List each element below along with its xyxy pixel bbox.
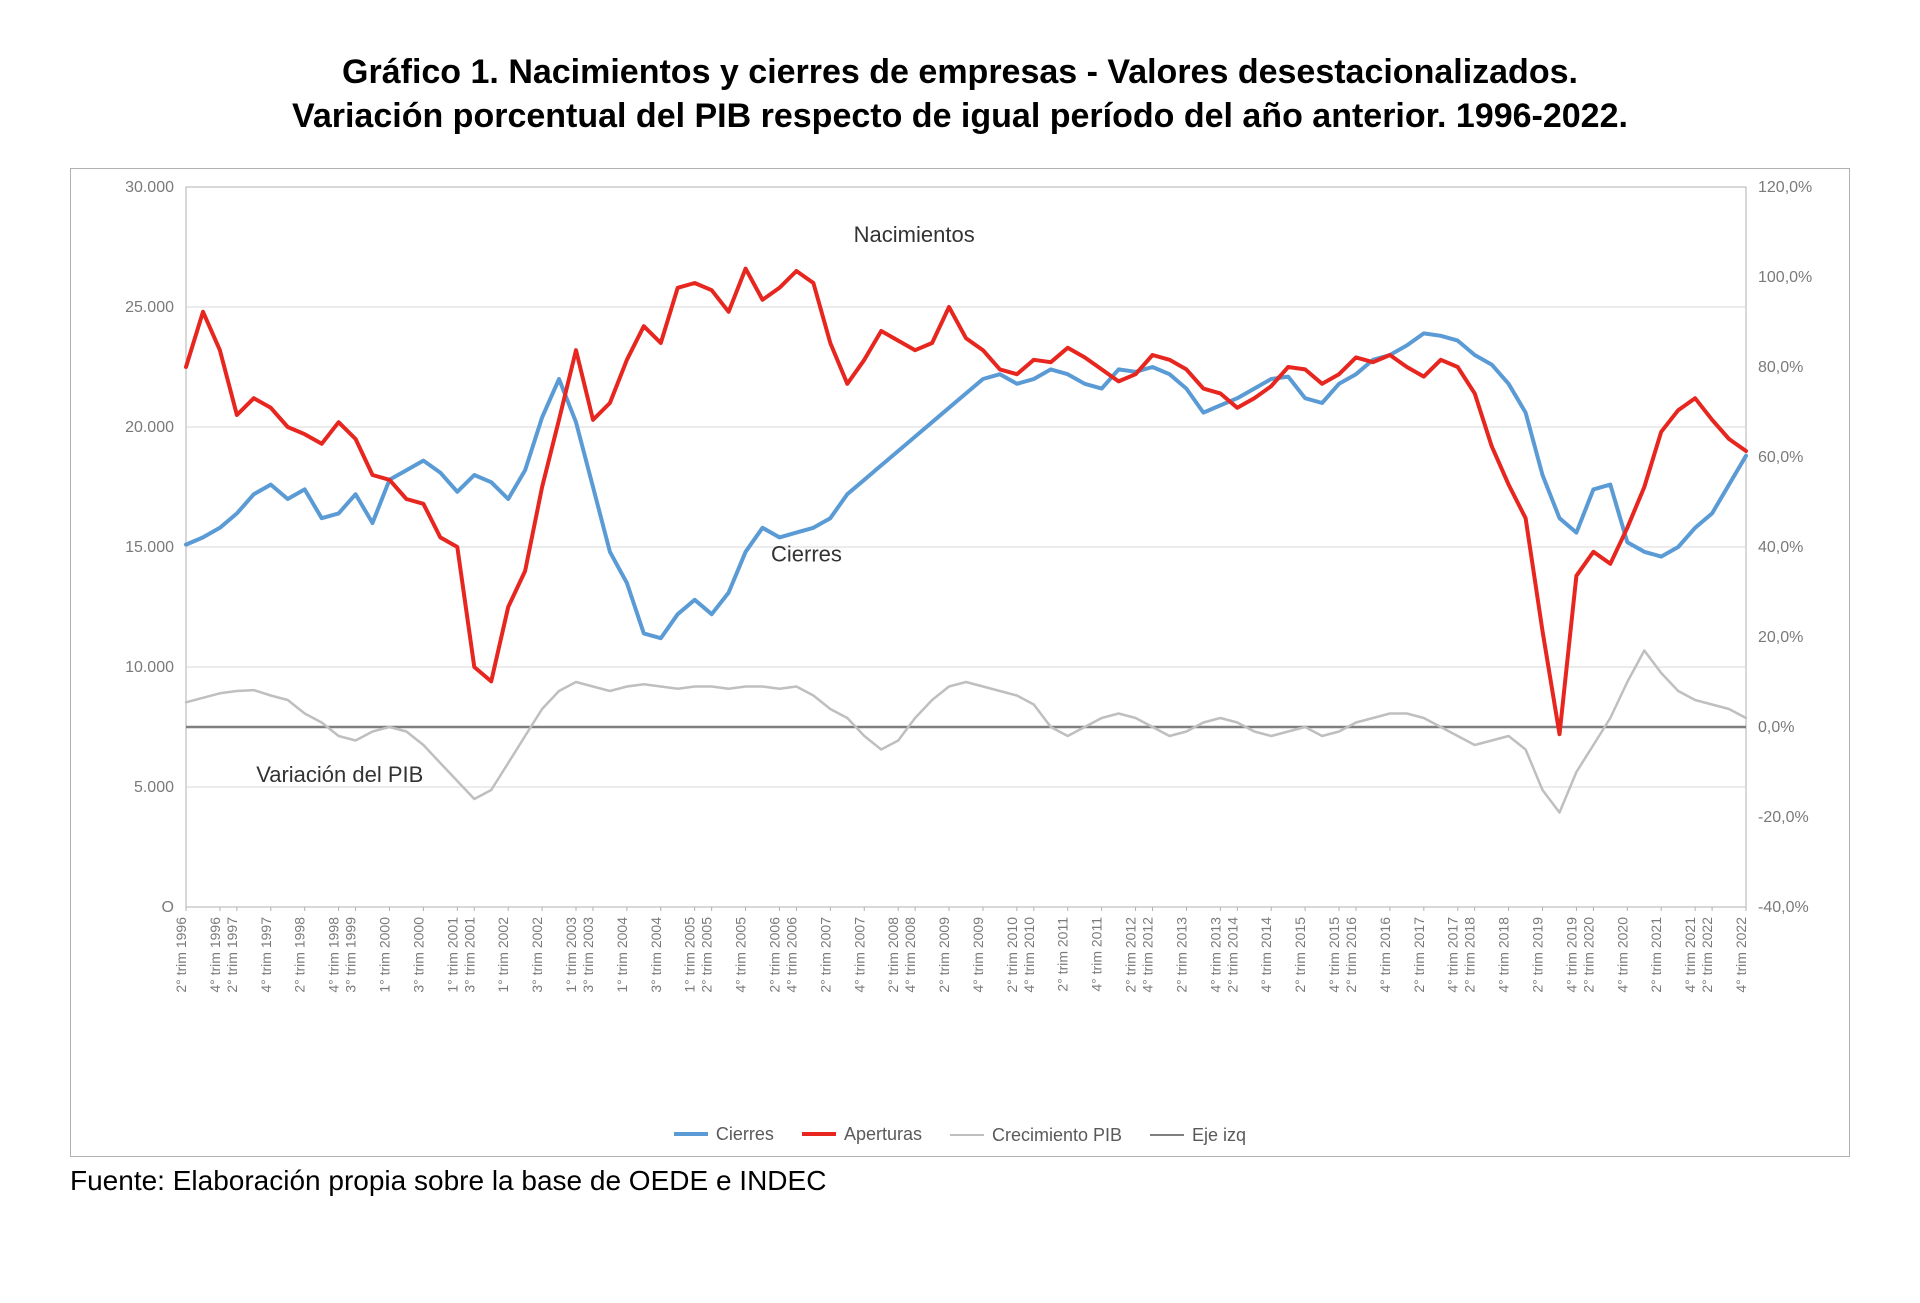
legend-label: Aperturas [844,1124,922,1145]
chart-title-line1: Gráfico 1. Nacimientos y cierres de empr… [70,50,1850,94]
svg-text:4° trim 2011: 4° trim 2011 [1089,917,1105,992]
svg-text:20.000: 20.000 [125,419,174,436]
svg-text:120,0%: 120,0% [1758,179,1812,196]
svg-text:2° trim 2005: 2° trim 2005 [699,917,715,993]
svg-text:100,0%: 100,0% [1758,269,1812,286]
legend-swatch [802,1132,836,1136]
svg-text:2° trim 2007: 2° trim 2007 [817,917,833,993]
legend-item-cierres: Cierres [674,1124,774,1145]
svg-text:4° trim 2015: 4° trim 2015 [1326,917,1342,993]
svg-text:4° trim 2012: 4° trim 2012 [1140,917,1156,993]
legend-swatch [950,1134,984,1137]
svg-text:2° trim 2008: 2° trim 2008 [885,917,901,993]
svg-text:4° trim 2013: 4° trim 2013 [1207,917,1223,993]
svg-text:Variación del PIB: Variación del PIB [256,763,423,788]
svg-text:25.000: 25.000 [125,299,174,316]
svg-text:4° trim 2005: 4° trim 2005 [733,917,749,993]
svg-text:1° trim 2002: 1° trim 2002 [495,917,511,993]
svg-text:2° trim 1997: 2° trim 1997 [224,917,240,993]
svg-text:2° trim 2009: 2° trim 2009 [936,917,952,993]
page: Gráfico 1. Nacimientos y cierres de empr… [0,0,1920,1303]
svg-text:2° trim 2019: 2° trim 2019 [1530,917,1546,993]
svg-text:3° trim 2000: 3° trim 2000 [410,917,426,993]
svg-text:4° trim 2019: 4° trim 2019 [1563,917,1579,993]
svg-text:2° trim 2011: 2° trim 2011 [1055,917,1071,992]
svg-text:2° trim 1998: 2° trim 1998 [292,917,308,993]
svg-text:5.000: 5.000 [134,779,174,796]
chart-frame: O 5.000 10.000 15.000 20.000 25.000 30.000 -40,… [70,168,1850,1156]
svg-text:80,0%: 80,0% [1758,359,1803,376]
svg-text:1° trim 2004: 1° trim 2004 [614,917,630,993]
svg-text:1° trim 2000: 1° trim 2000 [376,917,392,993]
svg-text:2° trim 2020: 2° trim 2020 [1580,917,1596,993]
svg-text:4° trim 2010: 4° trim 2010 [1021,917,1037,993]
svg-text:1° trim 2003: 1° trim 2003 [563,917,579,993]
svg-text:2° trim 2006: 2° trim 2006 [766,917,782,993]
svg-text:4° trim 1998: 4° trim 1998 [326,917,342,993]
svg-text:Cierres: Cierres [771,542,842,567]
svg-text:2° trim 2013: 2° trim 2013 [1173,917,1189,993]
svg-text:4° trim 2007: 4° trim 2007 [851,917,867,993]
svg-text:-20,0%: -20,0% [1758,809,1809,826]
svg-text:4° trim 2006: 4° trim 2006 [783,917,799,993]
svg-text:2° trim 2010: 2° trim 2010 [1004,917,1020,993]
svg-text:-40,0%: -40,0% [1758,899,1809,916]
svg-text:30.000: 30.000 [125,179,174,196]
svg-text:3° trim 1999: 3° trim 1999 [343,917,359,993]
legend-item-eje_izq: Eje izq [1150,1125,1246,1146]
line-chart: O 5.000 10.000 15.000 20.000 25.000 30.000 -40,… [71,169,1831,1109]
svg-text:O: O [162,899,174,916]
svg-text:2° trim 2021: 2° trim 2021 [1648,917,1664,993]
svg-text:2° trim 1996: 2° trim 1996 [173,917,189,993]
chart-source: Fuente: Elaboración propia sobre la base… [70,1165,1850,1197]
svg-text:4° trim 2021: 4° trim 2021 [1682,917,1698,993]
svg-text:2° trim 2016: 2° trim 2016 [1343,917,1359,993]
svg-text:4° trim 2022: 4° trim 2022 [1733,917,1749,993]
legend-label: Eje izq [1192,1125,1246,1146]
chart-title: Gráfico 1. Nacimientos y cierres de empr… [70,50,1850,138]
svg-text:4° trim 2018: 4° trim 2018 [1496,917,1512,993]
svg-text:4° trim 2014: 4° trim 2014 [1258,917,1274,993]
svg-text:60,0%: 60,0% [1758,449,1803,466]
legend-swatch [1150,1134,1184,1137]
svg-text:4° trim 1997: 4° trim 1997 [258,917,274,993]
svg-text:2° trim 2017: 2° trim 2017 [1411,917,1427,993]
svg-text:1° trim 2001: 1° trim 2001 [444,917,460,993]
chart-title-line2: Variación porcentual del PIB respecto de… [70,94,1850,138]
svg-text:2° trim 2012: 2° trim 2012 [1123,917,1139,993]
svg-text:2° trim 2018: 2° trim 2018 [1462,917,1478,993]
svg-text:4° trim 1996: 4° trim 1996 [207,917,223,993]
svg-text:20,0%: 20,0% [1758,629,1803,646]
svg-text:4° trim 2008: 4° trim 2008 [902,917,918,993]
svg-text:40,0%: 40,0% [1758,539,1803,556]
svg-text:3° trim 2004: 3° trim 2004 [648,917,664,993]
chart-legend: Cierres Aperturas Crecimiento PIB Eje izq [71,1114,1849,1155]
svg-text:2° trim 2022: 2° trim 2022 [1699,917,1715,993]
legend-item-aperturas: Aperturas [802,1124,922,1145]
svg-text:3° trim 2002: 3° trim 2002 [529,917,545,993]
svg-text:4° trim 2009: 4° trim 2009 [970,917,986,993]
svg-text:Nacimientos: Nacimientos [854,223,975,248]
svg-text:2° trim 2015: 2° trim 2015 [1292,917,1308,993]
svg-text:4° trim 2017: 4° trim 2017 [1445,917,1461,993]
svg-text:4° trim 2016: 4° trim 2016 [1377,917,1393,993]
svg-text:4° trim 2020: 4° trim 2020 [1614,917,1630,993]
svg-text:2° trim 2014: 2° trim 2014 [1224,917,1240,993]
svg-text:0,0%: 0,0% [1758,719,1794,736]
svg-text:15.000: 15.000 [125,539,174,556]
svg-text:3° trim 2001: 3° trim 2001 [461,917,477,993]
legend-swatch [674,1132,708,1136]
svg-text:3° trim 2003: 3° trim 2003 [580,917,596,993]
legend-label: Cierres [716,1124,774,1145]
svg-text:10.000: 10.000 [125,659,174,676]
legend-label: Crecimiento PIB [992,1125,1122,1146]
svg-text:1° trim 2005: 1° trim 2005 [682,917,698,993]
legend-item-pib: Crecimiento PIB [950,1125,1122,1146]
